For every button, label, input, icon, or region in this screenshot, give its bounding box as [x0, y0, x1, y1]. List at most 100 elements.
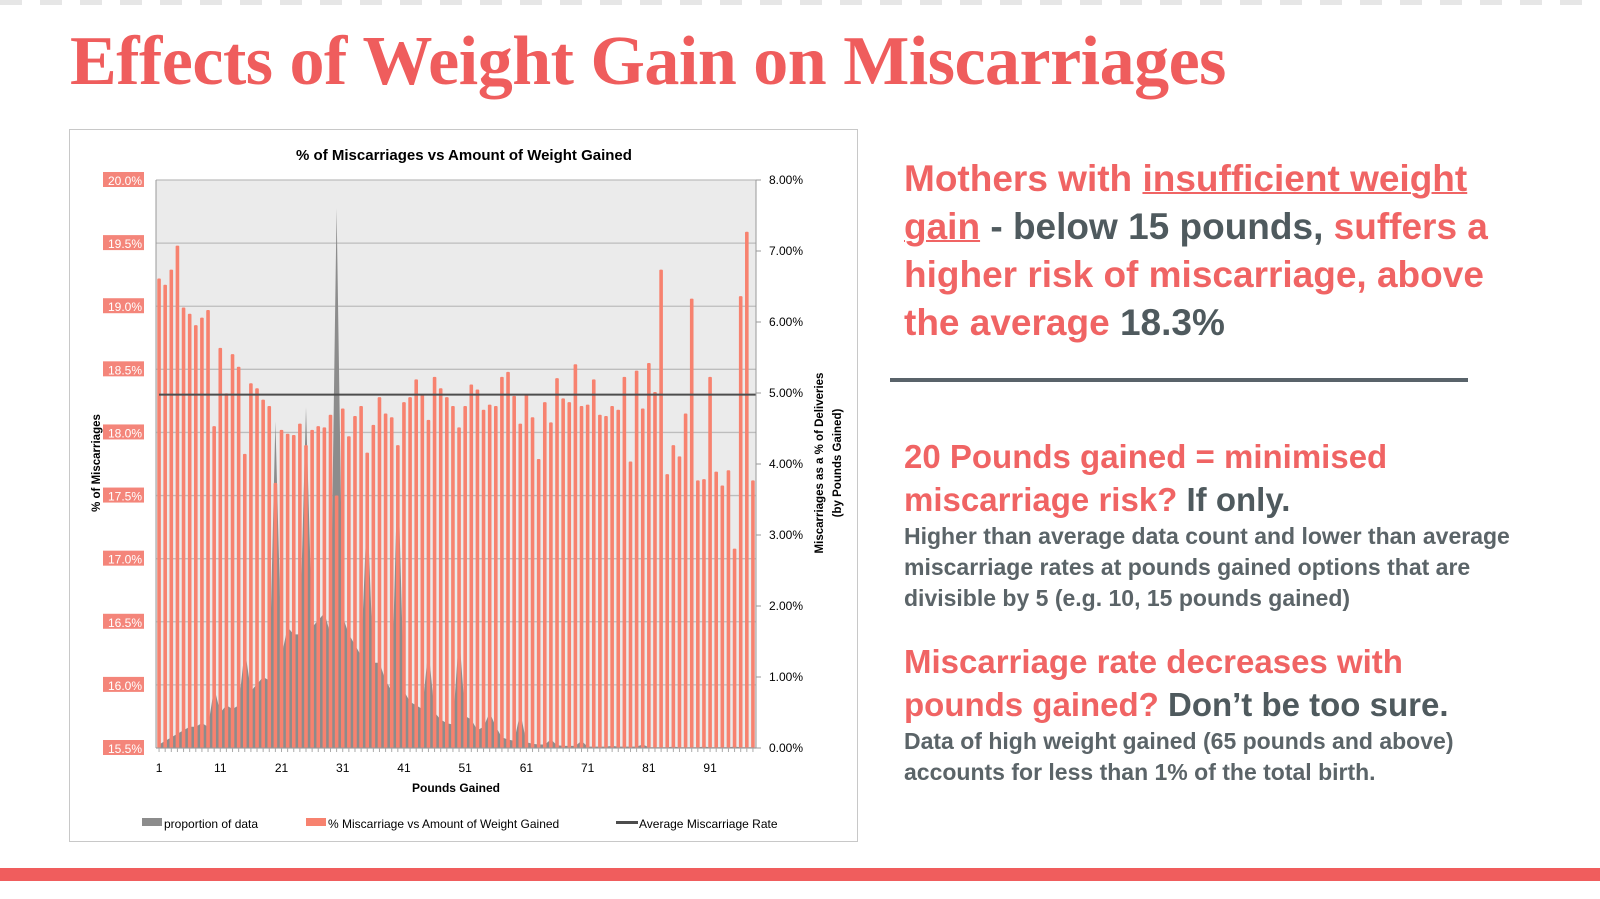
insight2-body: Higher than average data count and lower…	[904, 523, 1510, 611]
axes: 15.5% 16.0% 16.5% 17.0% 17.5% 18.0% 18.5% 19.0%…	[103, 172, 803, 775]
legend-swatch-proportion	[142, 818, 162, 826]
miscarriage-bar	[304, 445, 308, 748]
miscarriage-bar	[193, 325, 198, 748]
miscarriage-bar	[451, 405, 455, 748]
top-dashed-border	[0, 0, 1600, 5]
miscarriage-bar	[224, 393, 229, 748]
miscarriage-bar	[487, 404, 492, 748]
y-tick-label-bg	[103, 235, 144, 251]
y-tick-label: 18.0%	[108, 426, 142, 440]
x-tick-label: 11	[214, 761, 227, 775]
miscarriage-bar	[328, 414, 333, 748]
x-tick-label: 31	[336, 761, 350, 775]
miscarriage-bar	[720, 485, 725, 748]
miscarriage-bar	[377, 397, 382, 748]
miscarriage-bar	[169, 269, 174, 748]
section-divider	[890, 378, 1468, 382]
legend-label-proportion: proportion of data	[164, 817, 258, 831]
y-tick-label: 20.0%	[108, 174, 142, 188]
insight-rate-decreases: Miscarriage rate decreases with pounds g…	[904, 640, 1514, 788]
y-tick-label-bg	[103, 361, 144, 377]
miscarriage-bar	[340, 408, 345, 748]
miscarriage-bar	[475, 389, 480, 748]
y-tick-label: 15.5%	[108, 742, 142, 756]
insight3-heading: Miscarriage rate decreases with pounds g…	[904, 640, 1514, 726]
legend-label-average: Average Miscarriage Rate	[639, 817, 778, 831]
y-tick-label: 16.5%	[108, 616, 142, 630]
x-tick-label: 1	[156, 761, 163, 775]
y-tick-label-bg	[103, 740, 144, 755]
miscarriage-bar	[426, 419, 431, 748]
miscarriage-bar	[230, 354, 235, 748]
miscarriage-bar	[200, 317, 204, 748]
y-tick-label-bg	[103, 613, 144, 629]
miscarriage-bar	[561, 398, 565, 748]
insight1-underlined: insufficient weight gain	[904, 158, 1468, 247]
x-tick-label: 21	[275, 761, 289, 775]
miscarriage-bar	[273, 482, 278, 748]
insight2-heading-dark: If only.	[1177, 481, 1291, 518]
y-tick-label-bg	[103, 676, 144, 692]
miscarriage-bar	[616, 409, 621, 748]
miscarriage-bar	[463, 405, 467, 748]
miscarriage-bar	[585, 404, 590, 748]
bottom-accent-bar	[0, 868, 1600, 881]
miscarriage-bar	[506, 371, 510, 748]
y2-tick-label: 4.00%	[769, 457, 803, 471]
miscarriage-bar	[371, 424, 376, 748]
miscarriage-bar	[218, 347, 223, 748]
miscarriage-bar	[542, 402, 547, 748]
miscarriage-bar	[212, 426, 216, 748]
miscarriage-bar	[493, 405, 498, 748]
y-tick-label: 16.0%	[108, 679, 142, 693]
y2-tick-label: 7.00%	[769, 244, 803, 258]
y2-axis-label-line2: (by Pounds Gained)	[832, 409, 844, 518]
miscarriage-bar	[402, 402, 406, 748]
miscarriage-bar	[591, 379, 596, 748]
y-tick-label-bg	[103, 550, 144, 566]
miscarriage-bar	[708, 376, 712, 748]
miscarriage-bar-series	[157, 231, 755, 749]
y2-axis-label-line1: Miscarriages as a % of Deliveries	[814, 373, 826, 554]
miscarriage-bar	[347, 436, 351, 748]
miscarriage-bar	[249, 383, 253, 748]
miscarriage-bar	[187, 313, 192, 748]
miscarriage-bar	[157, 278, 161, 748]
miscarriage-bar	[389, 417, 394, 748]
miscarriage-bar	[622, 376, 627, 748]
insight2-heading: 20 Pounds gained = minimised miscarriage…	[904, 435, 1514, 521]
y2-tick-label: 1.00%	[769, 670, 803, 684]
y-tick-label-bg	[103, 487, 144, 503]
miscarriage-bar	[420, 394, 425, 748]
miscarriage-bar	[512, 395, 516, 748]
insight3-heading-dark: Don’t be too sure.	[1158, 686, 1449, 723]
miscarriage-bar	[181, 307, 186, 748]
miscarriage-bar	[353, 416, 357, 748]
miscarriage-bar	[365, 452, 370, 748]
miscarriage-bar	[396, 445, 400, 748]
y2-tick-label: 0.00%	[769, 741, 803, 755]
insight1-average-value: 18.3%	[1119, 302, 1225, 343]
miscarriage-bar	[598, 414, 602, 748]
insight-insufficient-gain: Mothers with insufficient weight gain - …	[904, 155, 1514, 347]
y-tick-label-bg	[103, 172, 144, 187]
miscarriage-bar	[279, 429, 284, 748]
miscarriage-bar	[408, 397, 412, 748]
x-axis-label: Pounds Gained	[412, 781, 500, 795]
miscarriage-bar	[726, 470, 731, 748]
y-tick-label: 18.5%	[108, 363, 142, 377]
miscarriage-bar	[242, 453, 247, 748]
x-tick-label: 41	[397, 761, 411, 775]
y2-tick-label: 6.00%	[769, 315, 803, 329]
miscarriage-bar	[285, 433, 290, 748]
insight-20-pounds: 20 Pounds gained = minimised miscarriage…	[904, 435, 1514, 614]
miscarriage-bar	[732, 548, 737, 748]
miscarriage-bar	[677, 456, 682, 748]
miscarriage-bar	[255, 388, 259, 748]
miscarriage-bar	[359, 405, 363, 748]
x-tick-label: 61	[520, 761, 534, 775]
x-tick-label: 81	[642, 761, 656, 775]
y-tick-label: 19.0%	[108, 300, 142, 314]
y-tick-label-bg	[103, 424, 144, 440]
miscarriage-bar	[383, 413, 388, 748]
